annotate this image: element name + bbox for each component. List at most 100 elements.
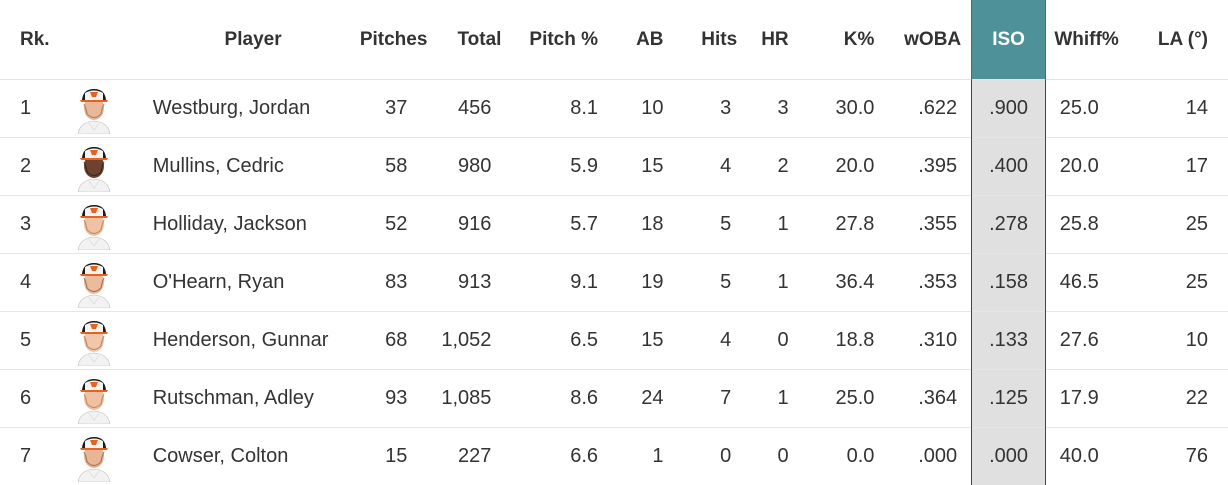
iso-cell: .900 bbox=[972, 80, 1046, 138]
iso-cell: .125 bbox=[972, 370, 1046, 428]
woba-cell: .395 bbox=[878, 138, 971, 196]
total-cell: 980 bbox=[427, 138, 509, 196]
player-headshot-cell bbox=[64, 254, 153, 312]
pitches-cell: 83 bbox=[347, 254, 427, 312]
la-cell: 76 bbox=[1139, 428, 1228, 485]
pitch-pct-cell: 6.6 bbox=[509, 428, 616, 485]
pitches-cell: 52 bbox=[347, 196, 427, 254]
header-row: Rk. Player Pitches Total Pitch % AB Hits… bbox=[0, 0, 1228, 80]
rank-cell: 4 bbox=[0, 254, 64, 312]
header-pitches[interactable]: Pitches bbox=[347, 0, 427, 80]
whiff-pct-cell: 40.0 bbox=[1045, 428, 1138, 485]
k-pct-cell: 30.0 bbox=[807, 80, 879, 138]
pitch-pct-cell: 8.6 bbox=[509, 370, 616, 428]
iso-cell: .158 bbox=[972, 254, 1046, 312]
player-name-link[interactable]: Mullins, Cedric bbox=[153, 138, 348, 196]
pitches-cell: 58 bbox=[347, 138, 427, 196]
player-headshot-cell bbox=[64, 80, 153, 138]
k-pct-cell: 20.0 bbox=[807, 138, 879, 196]
header-pitch-pct[interactable]: Pitch % bbox=[509, 0, 616, 80]
header-k-pct[interactable]: K% bbox=[807, 0, 879, 80]
la-cell: 14 bbox=[1139, 80, 1228, 138]
player-headshot-cell bbox=[64, 428, 153, 485]
hits-cell: 0 bbox=[678, 428, 748, 485]
hr-cell: 2 bbox=[747, 138, 806, 196]
hr-cell: 0 bbox=[747, 312, 806, 370]
header-rank[interactable]: Rk. bbox=[0, 0, 64, 80]
hr-cell: 3 bbox=[747, 80, 806, 138]
iso-cell: .278 bbox=[972, 196, 1046, 254]
total-cell: 1,085 bbox=[427, 370, 509, 428]
woba-cell: .622 bbox=[878, 80, 971, 138]
player-headshot[interactable] bbox=[74, 432, 114, 482]
woba-cell: .355 bbox=[878, 196, 971, 254]
total-cell: 1,052 bbox=[427, 312, 509, 370]
header-whiff-pct[interactable]: Whiff% bbox=[1045, 0, 1138, 80]
player-headshot-cell bbox=[64, 370, 153, 428]
header-hr[interactable]: HR bbox=[747, 0, 806, 80]
hits-cell: 5 bbox=[678, 254, 748, 312]
player-headshot[interactable] bbox=[74, 142, 114, 192]
player-headshot[interactable] bbox=[74, 258, 114, 308]
total-cell: 916 bbox=[427, 196, 509, 254]
header-iso-sorted[interactable]: ISO bbox=[972, 0, 1046, 80]
ab-cell: 15 bbox=[616, 138, 678, 196]
whiff-pct-cell: 17.9 bbox=[1045, 370, 1138, 428]
header-hits[interactable]: Hits bbox=[678, 0, 748, 80]
la-cell: 22 bbox=[1139, 370, 1228, 428]
iso-cell: .000 bbox=[972, 428, 1046, 485]
rank-cell: 6 bbox=[0, 370, 64, 428]
k-pct-cell: 27.8 bbox=[807, 196, 879, 254]
player-name-link[interactable]: Westburg, Jordan bbox=[153, 80, 348, 138]
ab-cell: 24 bbox=[616, 370, 678, 428]
player-name-link[interactable]: Holliday, Jackson bbox=[153, 196, 348, 254]
header-player[interactable]: Player bbox=[64, 0, 348, 80]
pitches-cell: 37 bbox=[347, 80, 427, 138]
player-name-link[interactable]: Rutschman, Adley bbox=[153, 370, 348, 428]
rank-cell: 1 bbox=[0, 80, 64, 138]
player-headshot[interactable] bbox=[74, 84, 114, 134]
pitch-pct-cell: 9.1 bbox=[509, 254, 616, 312]
la-cell: 25 bbox=[1139, 196, 1228, 254]
player-name-link[interactable]: O'Hearn, Ryan bbox=[153, 254, 348, 312]
player-name-link[interactable]: Henderson, Gunnar bbox=[153, 312, 348, 370]
woba-cell: .310 bbox=[878, 312, 971, 370]
player-headshot[interactable] bbox=[74, 200, 114, 250]
header-woba[interactable]: wOBA bbox=[878, 0, 971, 80]
pitch-pct-cell: 8.1 bbox=[509, 80, 616, 138]
rank-cell: 2 bbox=[0, 138, 64, 196]
player-headshot-cell bbox=[64, 138, 153, 196]
header-total[interactable]: Total bbox=[427, 0, 509, 80]
whiff-pct-cell: 20.0 bbox=[1045, 138, 1138, 196]
woba-cell: .353 bbox=[878, 254, 971, 312]
ab-cell: 15 bbox=[616, 312, 678, 370]
player-name-link[interactable]: Cowser, Colton bbox=[153, 428, 348, 485]
k-pct-cell: 25.0 bbox=[807, 370, 879, 428]
hits-cell: 7 bbox=[678, 370, 748, 428]
total-cell: 227 bbox=[427, 428, 509, 485]
hits-cell: 4 bbox=[678, 138, 748, 196]
player-headshot[interactable] bbox=[74, 316, 114, 366]
whiff-pct-cell: 46.5 bbox=[1045, 254, 1138, 312]
la-cell: 10 bbox=[1139, 312, 1228, 370]
pitch-pct-cell: 5.7 bbox=[509, 196, 616, 254]
k-pct-cell: 18.8 bbox=[807, 312, 879, 370]
header-la[interactable]: LA (°) bbox=[1139, 0, 1228, 80]
pitch-pct-cell: 5.9 bbox=[509, 138, 616, 196]
hr-cell: 1 bbox=[747, 196, 806, 254]
ab-cell: 19 bbox=[616, 254, 678, 312]
total-cell: 456 bbox=[427, 80, 509, 138]
header-ab[interactable]: AB bbox=[616, 0, 678, 80]
player-headshot[interactable] bbox=[74, 374, 114, 424]
k-pct-cell: 36.4 bbox=[807, 254, 879, 312]
hits-cell: 4 bbox=[678, 312, 748, 370]
total-cell: 913 bbox=[427, 254, 509, 312]
whiff-pct-cell: 25.0 bbox=[1045, 80, 1138, 138]
